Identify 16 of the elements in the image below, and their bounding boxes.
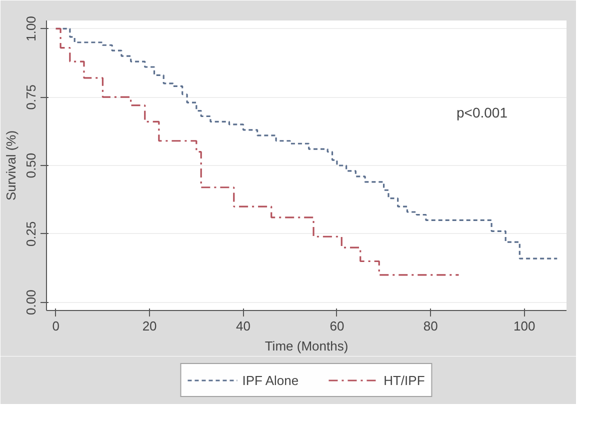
annotation: p<0.001 [456,104,508,120]
legend-label: HT/IPF [384,372,425,388]
x-tick-label: 80 [423,318,438,334]
x-tick-label: 100 [513,318,536,334]
y-tick-label: 1.00 [24,16,38,42]
x-axis-title: Time (Months) [264,338,348,354]
y-tick-label: 0.00 [24,290,38,315]
x-tick-label: 60 [330,318,344,334]
x-tick-label: 20 [142,318,157,334]
y-tick-label: 0.75 [24,84,38,110]
x-tick-label: 0 [52,318,60,334]
y-tick-label: 0.50 [24,152,38,178]
x-tick-label: 40 [236,318,250,334]
y-axis-title: Survival (%) [4,130,18,201]
y-tick-label: 0.25 [24,221,38,247]
legend-label: IPF Alone [242,372,299,388]
